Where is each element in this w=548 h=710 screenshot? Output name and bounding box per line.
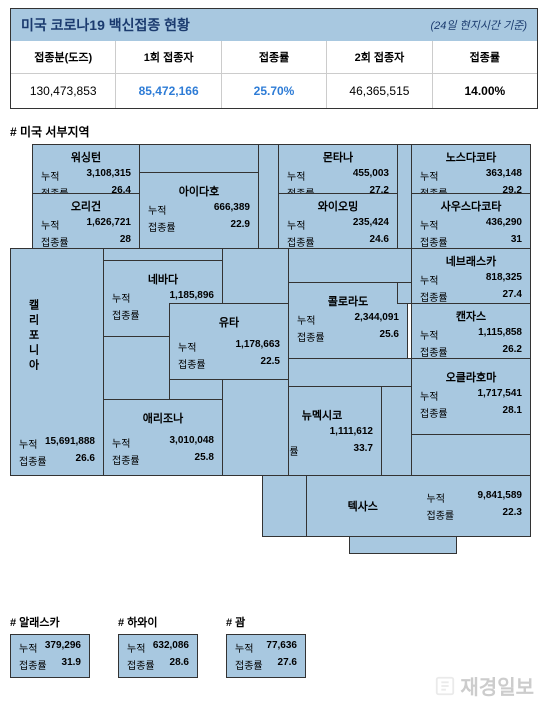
state-oklahoma: 오클라호마 누적1,717,541 접종률28.1: [411, 358, 531, 435]
header-panel: 미국 코로나19 백신접종 현황 (24일 현지시간 기준) 접종분(도즈)13…: [10, 8, 538, 109]
col-doses: 접종분(도즈): [11, 41, 115, 74]
region-title: # 미국 서부지역: [10, 123, 548, 140]
filler-8: [288, 358, 412, 387]
watermark: 재경일보: [434, 671, 534, 700]
filler-1: [139, 144, 259, 173]
state-arizona: 애리조나 누적3,010,048 접종률25.8: [103, 399, 223, 476]
stats-header-row: 접종분(도즈)130,473,853 1회 접종자85,472,166 접종률2…: [11, 41, 537, 108]
main-title: 미국 코로나19 백신접종 현황: [21, 15, 190, 35]
val-dose1: 85,472,166: [116, 74, 220, 108]
filler-12: [411, 434, 531, 476]
filler-11: [381, 386, 412, 476]
val-doses: 130,473,853: [11, 74, 115, 108]
col-dose1: 1회 접종자: [116, 41, 220, 74]
state-washington: 워싱턴 누적3,108,315 접종률26.4: [32, 144, 140, 194]
title-row: 미국 코로나19 백신접종 현황 (24일 현지시간 기준): [11, 9, 537, 41]
filler-9: [222, 379, 289, 476]
state-idaho: 아이다호 누적666,389 접종률22.9: [139, 172, 259, 249]
state-oregon: 오리건 누적1,626,721 접종률28: [32, 193, 140, 249]
state-nd: 노스다코타 누적363,148 접종률29.2: [411, 144, 531, 194]
filler-7: [288, 248, 412, 283]
subtitle: (24일 현지시간 기준): [430, 17, 527, 33]
island-hawaii: # 하와이 누적632,086 접종률28.6: [118, 614, 198, 678]
col-dose2: 2회 접종자: [327, 41, 431, 74]
state-texas: 텍사스 누적9,841,589 접종률22.3: [306, 475, 531, 537]
logo-icon: [434, 675, 456, 697]
state-colorado: 콜로라도 누적2,344,091 접종률25.6: [288, 282, 408, 359]
state-california: 캘리포니아 누적15,691,888 접종률26.6: [10, 248, 104, 476]
state-wyoming: 와이오밍 누적235,424 접종률24.6: [278, 193, 398, 249]
filler-10: [169, 379, 223, 400]
filler-13: [262, 475, 307, 537]
filler-6: [103, 336, 170, 400]
col-rate1: 접종률: [222, 41, 326, 74]
state-nebraska: 네브래스카 누적818,325 접종률27.4: [411, 248, 531, 304]
island-alaska: # 알래스카 누적379,296 접종률31.9: [10, 614, 90, 678]
filler-14: [349, 536, 457, 554]
california-name: 캘리포니아: [25, 299, 41, 374]
state-montana: 몬타나 누적455,003 접종률27.2: [278, 144, 398, 194]
state-kansas: 캔자스 누적1,115,858 접종률26.2: [411, 303, 531, 359]
col-rate2: 접종률: [433, 41, 537, 74]
val-dose2: 46,365,515: [327, 74, 431, 108]
state-sd: 사우스다코타 누적436,290 접종률31: [411, 193, 531, 249]
filler-2: [258, 144, 279, 249]
islands-row: # 알래스카 누적379,296 접종률31.9 # 하와이 누적632,086…: [10, 614, 306, 678]
val-rate1: 25.70%: [222, 74, 326, 108]
val-rate2: 14.00%: [433, 74, 537, 108]
map-container: 워싱턴 누적3,108,315 접종률26.4 몬타나 누적455,003 접종…: [10, 144, 538, 606]
filler-4: [103, 248, 223, 261]
island-guam: # 괌 누적77,636 접종률27.6: [226, 614, 306, 678]
filler-5: [222, 248, 289, 304]
state-utah: 유타 누적1,178,663 접종률22.5: [169, 303, 289, 380]
